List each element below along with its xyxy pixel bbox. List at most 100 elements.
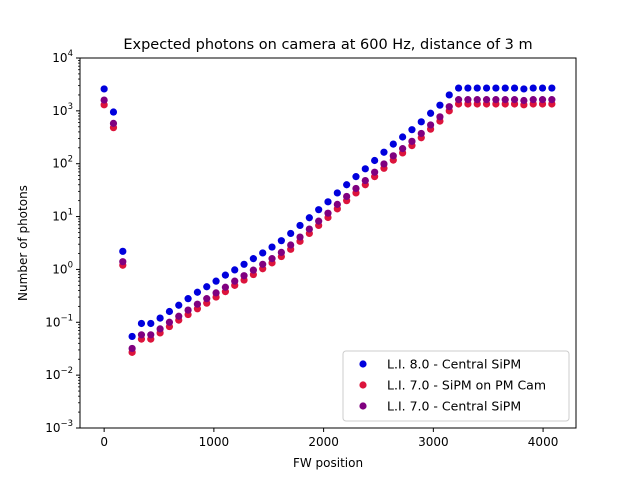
data-point [352, 173, 360, 181]
data-point [268, 255, 276, 263]
y-tick-label: 102 [52, 155, 73, 171]
data-point [137, 331, 146, 339]
data-point [221, 283, 229, 291]
legend-label: L.I. 7.0 - SiPM on PM Cam [387, 378, 546, 393]
data-point [464, 96, 472, 104]
data-point [259, 260, 267, 268]
data-point [296, 233, 304, 241]
data-point [165, 318, 174, 326]
y-tick-label: 101 [52, 208, 73, 224]
chart-title: Expected photons on camera at 600 Hz, di… [123, 37, 532, 53]
data-point [128, 332, 136, 341]
data-point [510, 96, 519, 104]
series-3 [100, 96, 556, 353]
data-point [184, 306, 192, 314]
x-tick-label: 2000 [308, 435, 339, 449]
data-point [315, 217, 323, 225]
data-point [445, 91, 453, 99]
y-axis: 10−3 10−2 10−1 100 101 102 103 104 [45, 49, 80, 435]
x-axis: 0 1000 2000 3000 4000 [100, 428, 558, 449]
data-point [119, 258, 127, 266]
data-point [147, 319, 155, 328]
data-point [175, 301, 183, 309]
data-point [109, 119, 118, 127]
x-tick-label: 0 [100, 435, 108, 449]
data-point [529, 84, 537, 92]
legend-marker [359, 381, 367, 389]
data-point [277, 248, 285, 256]
legend-box [342, 350, 570, 422]
data-point [100, 96, 108, 104]
data-point [333, 200, 341, 208]
data-point [510, 84, 519, 92]
data-point [529, 96, 537, 104]
series-2 [100, 100, 556, 356]
data-point [501, 96, 509, 104]
data-point [231, 266, 239, 274]
data-point [482, 96, 491, 104]
data-point [520, 85, 528, 93]
data-point [436, 113, 444, 121]
data-point [212, 277, 220, 285]
data-point [399, 145, 407, 153]
data-point [212, 289, 220, 297]
data-point [287, 229, 295, 238]
x-tick-label: 3000 [418, 435, 449, 449]
data-point [203, 295, 211, 303]
data-point [203, 283, 211, 291]
data-point [240, 272, 248, 280]
data-point [287, 241, 295, 249]
data-point [156, 325, 164, 333]
y-tick-label: 103 [52, 102, 73, 118]
data-point [445, 103, 453, 111]
data-point [427, 121, 435, 129]
data-point [361, 165, 369, 173]
data-point [492, 96, 500, 104]
plot-area [100, 84, 556, 356]
data-point [193, 300, 202, 308]
data-point [501, 84, 509, 92]
legend-label: L.I. 7.0 - Central SiPM [387, 399, 521, 414]
data-point [165, 307, 174, 316]
data-point [268, 243, 276, 251]
legend: L.I. 8.0 - Central SiPM L.I. 7.0 - SiPM o… [342, 350, 570, 422]
x-axis-label: FW position [293, 456, 363, 470]
data-point [324, 198, 332, 206]
legend-marker [359, 360, 367, 368]
data-point [324, 209, 332, 217]
data-point [548, 84, 556, 92]
data-point [380, 148, 388, 156]
data-point [119, 247, 127, 255]
data-point [482, 84, 491, 92]
legend-label: L.I. 8.0 - Central SiPM [387, 357, 521, 372]
y-tick-label: 100 [52, 260, 73, 276]
data-point [473, 96, 481, 104]
data-point [231, 277, 239, 285]
data-point [175, 312, 183, 320]
data-point [520, 96, 528, 105]
y-axis-label: Number of photons [16, 185, 30, 301]
data-point [417, 118, 425, 126]
data-point [408, 126, 416, 134]
data-point [436, 101, 444, 109]
x-tick-label: 1000 [199, 435, 230, 449]
data-point [333, 189, 341, 197]
data-point [371, 156, 379, 165]
data-point [408, 137, 416, 145]
data-point [315, 206, 323, 214]
data-point [538, 96, 547, 104]
data-point [538, 84, 547, 92]
data-point [454, 84, 463, 92]
data-point [343, 181, 351, 189]
data-point [464, 84, 472, 92]
y-tick-label: 10−1 [45, 313, 73, 329]
series-1 [100, 84, 556, 341]
data-point [128, 344, 136, 353]
data-point [389, 140, 397, 148]
data-point [137, 319, 146, 328]
data-point [389, 152, 397, 160]
data-point [259, 249, 267, 257]
data-point [109, 108, 118, 116]
data-point [249, 255, 257, 263]
